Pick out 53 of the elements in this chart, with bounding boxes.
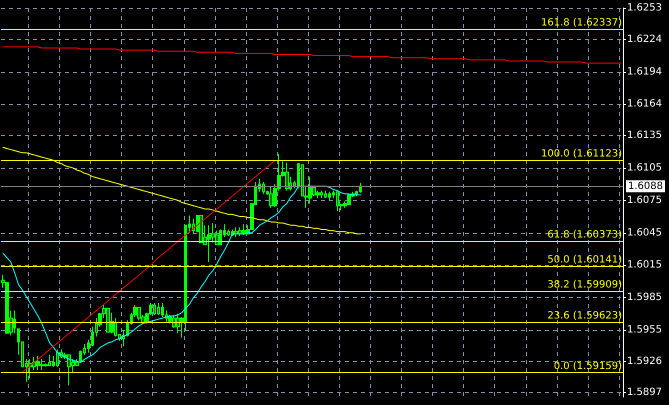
candlestick [153, 302, 156, 316]
ref-line-label: 161.8 (1.62337) [541, 17, 622, 28]
candlestick [316, 190, 320, 199]
y-tick-label: 1.6105 [627, 162, 662, 174]
ref-line-label: 50.0 (1.60141) [547, 254, 622, 266]
candlestick [110, 312, 114, 334]
candlestick [308, 176, 312, 204]
candlestick [328, 191, 331, 201]
candlestick [106, 308, 110, 333]
ref-line-label: 23.6 (1.59623) [547, 310, 622, 322]
candlestick [67, 354, 71, 386]
candlestick [36, 355, 40, 370]
y-tick-label: 1.5897 [627, 387, 662, 398]
candlestick [269, 186, 273, 208]
candlestick [324, 190, 327, 199]
y-tick-label: 1.6135 [627, 130, 662, 142]
candlestick [13, 310, 16, 334]
candlestick [285, 162, 289, 192]
y-tick-label: 1.6194 [627, 66, 662, 78]
y-tick-label: 1.5985 [627, 292, 662, 304]
candlestick [168, 314, 172, 324]
y-tick-label: 1.6164 [627, 98, 662, 110]
candlestick [320, 190, 323, 199]
candlestick [56, 348, 59, 368]
candlestick [161, 302, 164, 318]
y-tick-label: 1.6015 [627, 260, 662, 271]
candlestick [157, 302, 160, 316]
ref-line-label: 0.0 (1.59159) [554, 360, 622, 372]
ref-line-label: 61.8 (1.60373) [547, 230, 622, 241]
line-series [2, 186, 362, 363]
candlestick [40, 358, 44, 370]
candlestick [238, 226, 242, 236]
y-tick-label: 1.6253 [627, 2, 662, 14]
candlestick [199, 214, 203, 243]
candlestick [262, 181, 265, 194]
candlestick [347, 193, 351, 206]
y-tick-label: 1.5926 [627, 356, 662, 367]
ref-line-label: 1.6088 [628, 180, 663, 192]
candlestick [207, 224, 211, 262]
candlestick [176, 313, 180, 334]
ref-line-label: 100.0 (1.61123) [541, 148, 622, 160]
ref-line-label: 38.2 (1.59909) [547, 280, 622, 291]
y-tick-label: 1.6045 [627, 227, 662, 238]
candlestick [234, 226, 238, 238]
y-tick-label: 1.6075 [627, 194, 662, 206]
y-tick-label: 1.6224 [627, 34, 662, 45]
candlestick [359, 182, 362, 194]
y-tick-label: 1.5955 [627, 324, 662, 336]
candlestick [48, 354, 51, 366]
candlestick [137, 306, 141, 321]
candlestick [336, 191, 339, 212]
line-series [2, 46, 622, 64]
line-series [22, 160, 276, 373]
